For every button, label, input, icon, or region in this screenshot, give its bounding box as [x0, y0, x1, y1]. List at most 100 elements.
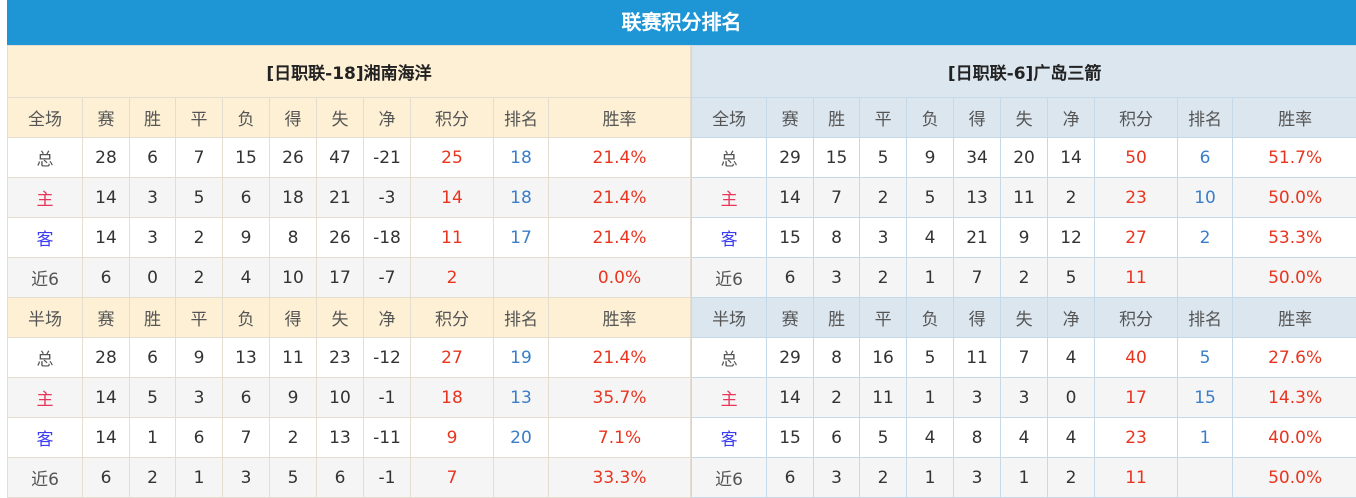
losses-cell: 4	[906, 417, 955, 458]
played-cell: 14	[82, 217, 130, 258]
losses-cell: 15	[222, 137, 270, 178]
wins-cell: 6	[129, 137, 176, 178]
draws-cell: 3	[175, 377, 223, 418]
losses-cell: 1	[906, 257, 955, 298]
losses-cell: 9	[906, 137, 955, 178]
points-cell: 27	[1094, 217, 1179, 258]
draws-cell: 6	[175, 417, 223, 458]
column-header: 排名	[1177, 297, 1234, 338]
table-row: 总 28 6 9 13 11 23 -12 27 19 21.4%	[7, 337, 692, 378]
points-cell: 25	[410, 137, 494, 178]
goal-diff-cell: -11	[363, 417, 411, 458]
row-label: 主	[7, 377, 83, 418]
losses-cell: 1	[906, 377, 955, 418]
draws-cell: 2	[175, 257, 223, 298]
losses-cell: 6	[222, 377, 270, 418]
column-header: 胜	[813, 297, 861, 338]
goal-diff-cell: 14	[1047, 137, 1096, 178]
goals-for-cell: 8	[269, 217, 317, 258]
rank-cell: 5	[1177, 337, 1234, 378]
goals-against-cell: 4	[1000, 417, 1049, 458]
widget-title: 联赛积分排名	[7, 0, 1356, 45]
played-cell: 14	[82, 177, 130, 218]
row-label: 主	[7, 177, 83, 218]
played-cell: 14	[82, 377, 130, 418]
table-row: 主 14 5 3 6 9 10 -1 18 13 35.7%	[7, 377, 692, 418]
goals-against-cell: 9	[1000, 217, 1049, 258]
column-header-row: 半场赛胜平负得失净积分 排名 胜率	[7, 297, 692, 338]
rank-cell: 1	[1177, 417, 1234, 458]
rank-cell: 19	[493, 337, 549, 378]
played-cell: 28	[82, 137, 130, 178]
column-header: 失	[1000, 97, 1049, 138]
draws-cell: 2	[859, 457, 908, 498]
losses-cell: 7	[222, 417, 270, 458]
column-header: 积分	[410, 297, 494, 338]
goals-against-cell: 17	[316, 257, 364, 298]
goals-against-cell: 47	[316, 137, 364, 178]
goals-against-cell: 21	[316, 177, 364, 218]
played-cell: 29	[766, 137, 815, 178]
goals-for-cell: 2	[269, 417, 317, 458]
table-row: 客 14 3 2 9 8 26 -18 11 17 21.4%	[7, 217, 692, 258]
win-rate-cell: 0.0%	[547, 257, 692, 298]
column-header: 赛	[766, 97, 815, 138]
rank-cell: 10	[1177, 177, 1234, 218]
column-header: 失	[1000, 297, 1049, 338]
home-team-table: [日职联-18]湘南海洋 全场赛胜平负得失净积分 排名 胜率总 28 6 7 15 26 47 -2…	[6, 45, 692, 498]
played-cell: 15	[766, 417, 815, 458]
row-label: 近6	[7, 457, 83, 498]
win-rate-cell: 50.0%	[1232, 457, 1356, 498]
goal-diff-cell: 4	[1047, 417, 1096, 458]
team-name[interactable]: [日职联-6]广岛三箭	[691, 45, 1356, 98]
wins-cell: 5	[129, 377, 176, 418]
win-rate-cell: 27.6%	[1232, 337, 1356, 378]
column-header: 净	[1047, 297, 1096, 338]
losses-cell: 6	[222, 177, 270, 218]
goals-for-cell: 18	[269, 177, 317, 218]
row-label: 近6	[691, 457, 768, 498]
team-name[interactable]: [日职联-18]湘南海洋	[6, 45, 692, 98]
draws-cell: 2	[859, 257, 908, 298]
column-header: 平	[859, 297, 908, 338]
goal-diff-cell: -12	[363, 337, 411, 378]
wins-cell: 15	[813, 137, 861, 178]
row-label: 客	[691, 217, 768, 258]
goals-against-cell: 13	[316, 417, 364, 458]
rank-cell	[1177, 457, 1234, 498]
points-cell: 27	[410, 337, 494, 378]
wins-cell: 2	[813, 377, 861, 418]
wins-cell: 0	[129, 257, 176, 298]
wins-cell: 3	[129, 217, 176, 258]
draws-cell: 5	[859, 417, 908, 458]
column-header: 负	[222, 297, 270, 338]
draws-cell: 7	[175, 137, 223, 178]
win-rate-cell: 7.1%	[547, 417, 692, 458]
played-cell: 29	[766, 337, 815, 378]
wins-cell: 3	[813, 457, 861, 498]
goals-against-cell: 10	[316, 377, 364, 418]
column-header: 失	[316, 297, 364, 338]
points-cell: 40	[1094, 337, 1179, 378]
column-header: 平	[175, 297, 223, 338]
section-label: 全场	[7, 97, 83, 138]
table-row: 主 14 3 5 6 18 21 -3 14 18 21.4%	[7, 177, 692, 218]
wins-cell: 6	[813, 417, 861, 458]
draws-cell: 1	[175, 457, 223, 498]
wins-cell: 2	[129, 457, 176, 498]
row-label: 主	[691, 377, 768, 418]
draws-cell: 5	[175, 177, 223, 218]
column-header: 胜	[813, 97, 861, 138]
column-header: 赛	[82, 297, 130, 338]
points-cell: 23	[1094, 177, 1179, 218]
table-row: 总 28 6 7 15 26 47 -21 25 18 21.4%	[7, 137, 692, 178]
goals-against-cell: 20	[1000, 137, 1049, 178]
win-rate-cell: 35.7%	[547, 377, 692, 418]
table-row: 主 14 7 2 5 13 11 2 23 10 50.0%	[691, 177, 1356, 218]
points-cell: 50	[1094, 137, 1179, 178]
win-rate-cell: 21.4%	[547, 217, 692, 258]
column-header: 得	[953, 297, 1002, 338]
goals-for-cell: 10	[269, 257, 317, 298]
column-header: 平	[175, 97, 223, 138]
row-label: 总	[7, 337, 83, 378]
